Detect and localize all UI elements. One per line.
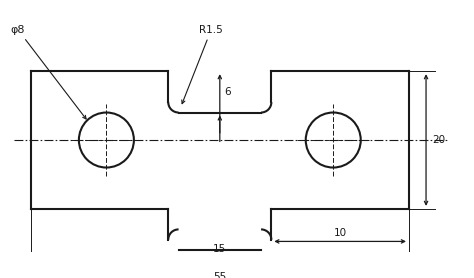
Text: 15: 15 xyxy=(213,244,227,254)
Text: 55: 55 xyxy=(213,272,227,278)
Text: 20: 20 xyxy=(432,135,446,145)
Text: φ8: φ8 xyxy=(10,25,86,119)
Text: 10: 10 xyxy=(334,228,346,238)
Text: R1.5: R1.5 xyxy=(182,25,223,104)
Text: 6: 6 xyxy=(224,87,231,97)
